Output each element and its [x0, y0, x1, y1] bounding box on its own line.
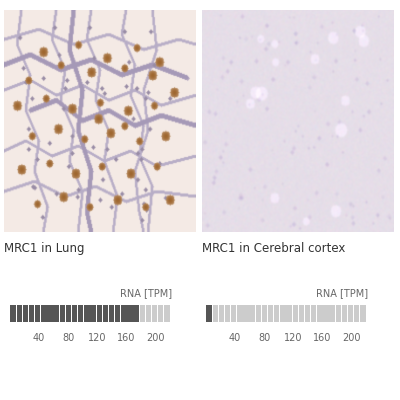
Text: 40: 40	[33, 333, 45, 343]
Text: RNA [TPM]: RNA [TPM]	[316, 288, 368, 298]
Text: MRC1 in Lung: MRC1 in Lung	[4, 242, 84, 255]
Text: 200: 200	[146, 333, 165, 343]
Text: 40: 40	[229, 333, 241, 343]
Text: 200: 200	[342, 333, 361, 343]
Text: MRC1 in Cerebral cortex: MRC1 in Cerebral cortex	[202, 242, 345, 255]
Text: 80: 80	[258, 333, 270, 343]
Text: 120: 120	[88, 333, 106, 343]
Text: 80: 80	[62, 333, 74, 343]
Text: RNA [TPM]: RNA [TPM]	[120, 288, 172, 298]
Text: 160: 160	[117, 333, 136, 343]
Text: 120: 120	[284, 333, 302, 343]
Text: 160: 160	[313, 333, 332, 343]
